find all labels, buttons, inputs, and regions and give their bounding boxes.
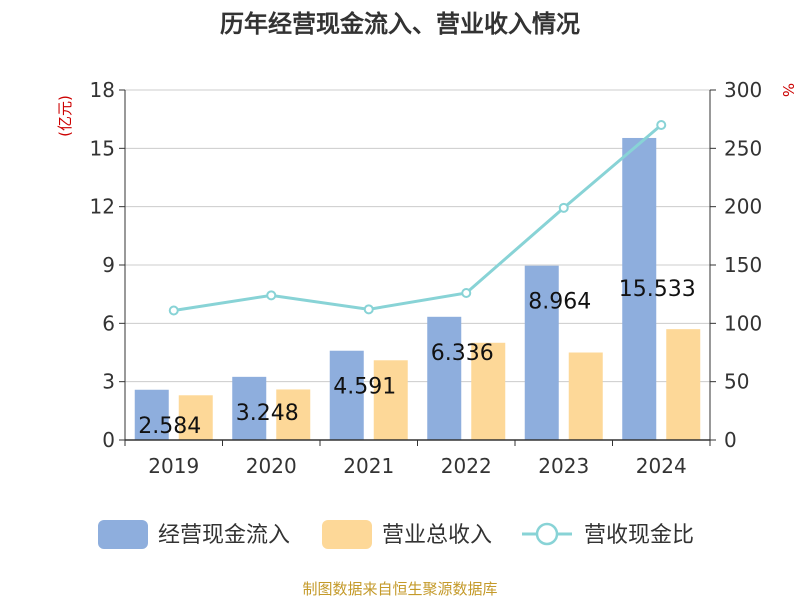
bar-cash-inflow — [622, 137, 657, 440]
bar-data-label: 3.248 — [236, 401, 299, 426]
source-note: 制图数据来自恒生聚源数据库 — [302, 580, 497, 598]
ratio-line-point — [461, 288, 472, 298]
x-axis-ticks: 2019 2020 2021 2022 2023 2024 — [124, 440, 711, 478]
bar-data-label: 15.533 — [619, 277, 696, 302]
left-tick-label: 18 — [90, 78, 115, 102]
bar-revenue — [666, 329, 701, 440]
x-tick-label: 2024 — [636, 454, 687, 478]
legend-swatch — [322, 520, 372, 549]
bar-revenue — [471, 342, 506, 440]
bar-data-label: 2.584 — [138, 414, 201, 439]
legend-swatch — [98, 520, 148, 549]
ratio-line-point — [363, 304, 374, 315]
bar-revenue — [568, 352, 603, 440]
bar-data-label: 4.591 — [333, 375, 396, 400]
ratio-line — [168, 120, 667, 316]
right-axis-unit: % — [779, 83, 797, 97]
right-tick-label: 150 — [724, 253, 762, 277]
ratio-line-path — [173, 123, 663, 312]
bar-data-label: 8.964 — [528, 290, 591, 315]
bar-cash-inflow — [524, 265, 559, 440]
x-tick-label: 2022 — [441, 454, 492, 478]
bar-cash-inflow — [427, 316, 462, 440]
bar-data-label: 6.336 — [431, 341, 494, 366]
data-labels: 2.584 3.248 4.591 6.336 8.964 15.533 — [138, 277, 695, 439]
legend: 经营现金流入 营业总收入 营收现金比 — [98, 520, 694, 549]
right-tick-label: 0 — [724, 428, 737, 452]
ratio-line-point — [266, 290, 277, 301]
left-axis-ticks: 0 3 6 9 12 15 18 — [90, 78, 125, 452]
chart-title: 历年经营现金流入、营业收入情况 — [220, 10, 580, 38]
left-tick-label: 15 — [90, 136, 115, 160]
x-tick-label: 2023 — [538, 454, 589, 478]
right-tick-label: 200 — [724, 195, 762, 219]
ratio-line-point — [168, 305, 179, 316]
x-tick-label: 2021 — [343, 454, 394, 478]
left-tick-label: 9 — [102, 253, 115, 277]
right-tick-label: 100 — [724, 311, 762, 335]
left-axis-unit: (亿元) — [56, 95, 74, 137]
legend-label: 经营现金流入 — [158, 523, 290, 548]
ratio-line-point — [558, 202, 569, 213]
bar-cash-inflow — [232, 376, 267, 440]
legend-marker — [535, 522, 559, 546]
right-tick-label: 50 — [724, 370, 749, 394]
left-tick-label: 6 — [102, 311, 115, 335]
bars — [134, 137, 701, 440]
right-tick-label: 250 — [724, 136, 762, 160]
grid-lines — [125, 89, 710, 383]
bar-revenue — [276, 389, 311, 440]
bar-revenue — [373, 360, 408, 440]
bar-cash-inflow — [134, 389, 169, 440]
right-axis-ticks: 0 50 100 150 200 250 300 — [710, 78, 762, 452]
x-tick-label: 2020 — [246, 454, 297, 478]
left-tick-label: 12 — [90, 195, 115, 219]
ratio-line-point — [656, 120, 667, 130]
legend-label: 营收现金比 — [584, 523, 694, 548]
bar-cash-inflow — [329, 350, 364, 440]
left-tick-label: 0 — [102, 428, 115, 452]
bar-revenue — [178, 395, 213, 440]
x-tick-label: 2019 — [148, 454, 199, 478]
legend-label: 营业总收入 — [382, 523, 492, 548]
left-tick-label: 3 — [102, 370, 115, 394]
right-tick-label: 300 — [724, 78, 762, 102]
